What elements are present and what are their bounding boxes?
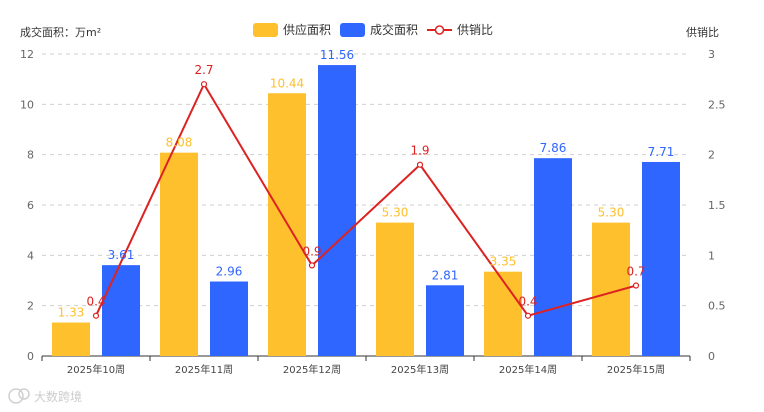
ratio-line [95, 82, 637, 317]
y2-tick-label: 1.5 [708, 199, 726, 212]
bar-supply [484, 271, 522, 356]
bar-supply [52, 322, 90, 356]
y2-tick-label: 2 [708, 149, 715, 162]
bar-deal [642, 161, 680, 356]
bar-supply [160, 152, 198, 356]
x-tick-label: 2025年15周 [607, 363, 665, 376]
bar-data-label: 11.56 [320, 48, 354, 62]
x-tick-label: 2025年12周 [283, 363, 341, 376]
y2-axis-title: 供销比 [686, 25, 719, 39]
ratio-data-label: 2.7 [194, 63, 213, 77]
legend-swatch [340, 23, 365, 37]
x-tick-label: 2025年13周 [391, 363, 449, 376]
y-tick-label: 2 [27, 300, 34, 313]
legend-marker [434, 25, 445, 35]
y-tick-label: 8 [27, 149, 34, 162]
y-axis-title: 成交面积：万m² [20, 25, 101, 39]
y-tick-label: 0 [27, 350, 34, 363]
ratio-point [200, 81, 208, 88]
bar-deal [318, 65, 356, 356]
bar-data-label: 7.71 [648, 145, 675, 159]
legend-swatch [253, 23, 278, 37]
bar-data-label: 1.33 [58, 306, 85, 320]
legend-item: 成交面积 [340, 22, 418, 37]
bar-deal [102, 265, 140, 356]
legend-label: 成交面积 [370, 22, 418, 37]
y-tick-label: 6 [27, 199, 34, 212]
y2-tick-label: 2.5 [708, 98, 726, 111]
x-tick-label: 2025年11周 [175, 363, 233, 376]
legend-item: 供应面积 [253, 22, 331, 37]
bar-data-label: 5.30 [598, 206, 625, 220]
bar-data-label: 8.08 [166, 136, 193, 150]
bar-data-label: 3.35 [490, 255, 517, 269]
bar-data-label: 7.86 [540, 141, 567, 155]
ratio-data-label: 0.4 [518, 295, 537, 309]
bar-data-label: 10.44 [270, 76, 304, 90]
bar-deal [534, 158, 572, 356]
y2-tick-label: 0 [708, 350, 715, 363]
ratio-point [524, 312, 532, 319]
y2-tick-label: 1 [708, 249, 715, 262]
legend-item: 供销比 [427, 23, 493, 37]
bar-data-label: 5.30 [382, 206, 409, 220]
ratio-point [416, 161, 424, 168]
y2-tick-label: 0.5 [708, 300, 726, 313]
bar-data-label: 3.61 [108, 248, 135, 262]
y-tick-label: 4 [27, 249, 34, 262]
brand-logo-icon [8, 388, 30, 404]
legend-label: 供销比 [457, 23, 493, 37]
bar-deal [426, 285, 464, 356]
x-tick-label: 2025年10周 [67, 363, 125, 376]
bar-data-label: 2.96 [216, 265, 243, 279]
y-tick-label: 12 [20, 48, 34, 61]
ratio-point [92, 312, 100, 319]
y-tick-label: 10 [20, 98, 34, 111]
ratio-data-label: 0.7 [626, 265, 645, 279]
ratio-data-label: 0.9 [302, 244, 321, 258]
x-tick-label: 2025年14周 [499, 363, 557, 376]
ratio-data-label: 0.4 [86, 295, 105, 309]
bar-deal [210, 281, 248, 356]
watermark-text: 大数跨境 [34, 389, 82, 404]
legend-label: 供应面积 [283, 22, 331, 37]
ratio-point [308, 262, 316, 269]
bar-data-label: 2.81 [432, 268, 459, 282]
ratio-data-label: 1.9 [410, 144, 429, 158]
bar-supply [376, 222, 414, 356]
y2-tick-label: 3 [708, 48, 715, 61]
ratio-point [632, 282, 640, 289]
watermark: 大数跨境 [8, 388, 82, 404]
